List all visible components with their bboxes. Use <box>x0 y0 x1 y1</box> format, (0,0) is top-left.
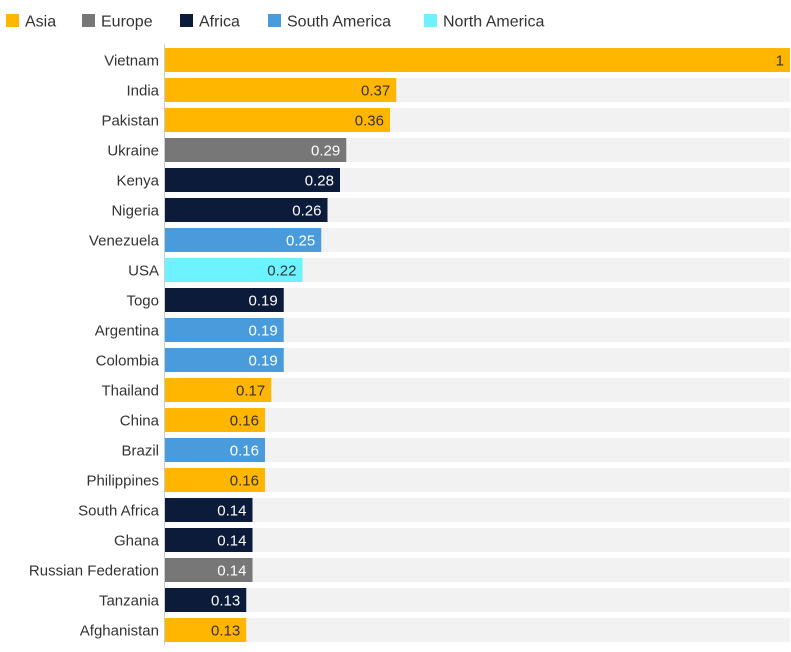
value-label-usa: 0.22 <box>267 263 296 280</box>
legend-label-south-america: South America <box>287 14 391 31</box>
category-label-south-africa: South Africa <box>78 503 160 520</box>
bar-ukraine <box>165 138 347 162</box>
legend-label-north-america: North America <box>443 14 544 31</box>
bar-kenya <box>165 168 340 192</box>
value-label-india: 0.37 <box>361 83 390 100</box>
value-label-argentina: 0.19 <box>249 323 278 340</box>
value-label-nigeria: 0.26 <box>292 203 321 220</box>
bar-pakistan <box>165 108 390 132</box>
bar-track-china <box>165 408 790 432</box>
bar-russian-federation <box>165 558 253 582</box>
category-label-philippines: Philippines <box>86 473 159 490</box>
bar-china <box>165 408 265 432</box>
bar-track-brazil <box>165 438 790 462</box>
category-label-russian-federation: Russian Federation <box>29 563 159 580</box>
value-label-south-africa: 0.14 <box>217 503 246 520</box>
bar-afghanistan <box>165 618 247 642</box>
bar-track-south-africa <box>165 498 790 522</box>
bar-india <box>165 78 397 102</box>
legend-swatch-asia <box>6 14 19 27</box>
bar-track-russian-federation <box>165 558 790 582</box>
category-label-nigeria: Nigeria <box>111 203 159 220</box>
bar-track-philippines <box>165 468 790 492</box>
bar-philippines <box>165 468 265 492</box>
legend-swatch-europe <box>82 14 95 27</box>
category-label-togo: Togo <box>126 293 159 310</box>
value-label-venezuela: 0.25 <box>286 233 315 250</box>
value-label-colombia: 0.19 <box>249 353 278 370</box>
bar-usa <box>165 258 303 282</box>
bar-thailand <box>165 378 272 402</box>
value-label-philippines: 0.16 <box>230 473 259 490</box>
value-label-thailand: 0.17 <box>236 383 265 400</box>
category-label-thailand: Thailand <box>101 383 159 400</box>
legend-swatch-south-america <box>268 14 281 27</box>
category-label-venezuela: Venezuela <box>89 233 160 250</box>
value-label-china: 0.16 <box>230 413 259 430</box>
category-label-tanzania: Tanzania <box>99 593 160 610</box>
bar-ghana <box>165 528 253 552</box>
bar-vietnam <box>165 48 790 72</box>
legend: Asia Europe Africa South America North Ameri… <box>6 14 544 31</box>
bar-tanzania <box>165 588 247 612</box>
category-label-argentina: Argentina <box>95 323 160 340</box>
value-label-afghanistan: 0.13 <box>211 623 240 640</box>
bar-argentina <box>165 318 284 342</box>
value-label-ghana: 0.14 <box>217 533 246 550</box>
value-label-russian-federation: 0.14 <box>217 563 246 580</box>
value-label-ukraine: 0.29 <box>311 143 340 160</box>
value-label-kenya: 0.28 <box>305 173 334 190</box>
value-label-tanzania: 0.13 <box>211 593 240 610</box>
bar-brazil <box>165 438 265 462</box>
legend-label-asia: Asia <box>25 14 56 31</box>
category-label-colombia: Colombia <box>96 353 160 370</box>
category-label-vietnam: Vietnam <box>104 53 159 70</box>
value-label-brazil: 0.16 <box>230 443 259 460</box>
legend-swatch-north-america <box>424 14 437 27</box>
bar-togo <box>165 288 284 312</box>
bar-south-africa <box>165 498 253 522</box>
bar-colombia <box>165 348 284 372</box>
category-label-brazil: Brazil <box>121 443 159 460</box>
legend-swatch-africa <box>180 14 193 27</box>
category-label-afghanistan: Afghanistan <box>80 623 159 640</box>
value-label-vietnam: 1 <box>776 53 784 70</box>
bar-track-afghanistan <box>165 618 790 642</box>
category-label-india: India <box>126 83 159 100</box>
category-label-kenya: Kenya <box>116 173 159 190</box>
legend-label-europe: Europe <box>101 14 153 31</box>
bar-venezuela <box>165 228 322 252</box>
category-label-usa: USA <box>128 263 159 280</box>
bar-nigeria <box>165 198 328 222</box>
value-label-pakistan: 0.36 <box>355 113 384 130</box>
category-label-china: China <box>120 413 160 430</box>
value-label-togo: 0.19 <box>249 293 278 310</box>
bars: Vietnam 1 India 0.37 Pakistan 0.36 Ukraine 0.29… <box>29 48 790 642</box>
bar-track-tanzania <box>165 588 790 612</box>
category-label-ghana: Ghana <box>114 533 160 550</box>
category-label-pakistan: Pakistan <box>101 113 159 130</box>
category-label-ukraine: Ukraine <box>107 143 159 160</box>
legend-label-africa: Africa <box>199 14 240 31</box>
bar-track-ghana <box>165 528 790 552</box>
